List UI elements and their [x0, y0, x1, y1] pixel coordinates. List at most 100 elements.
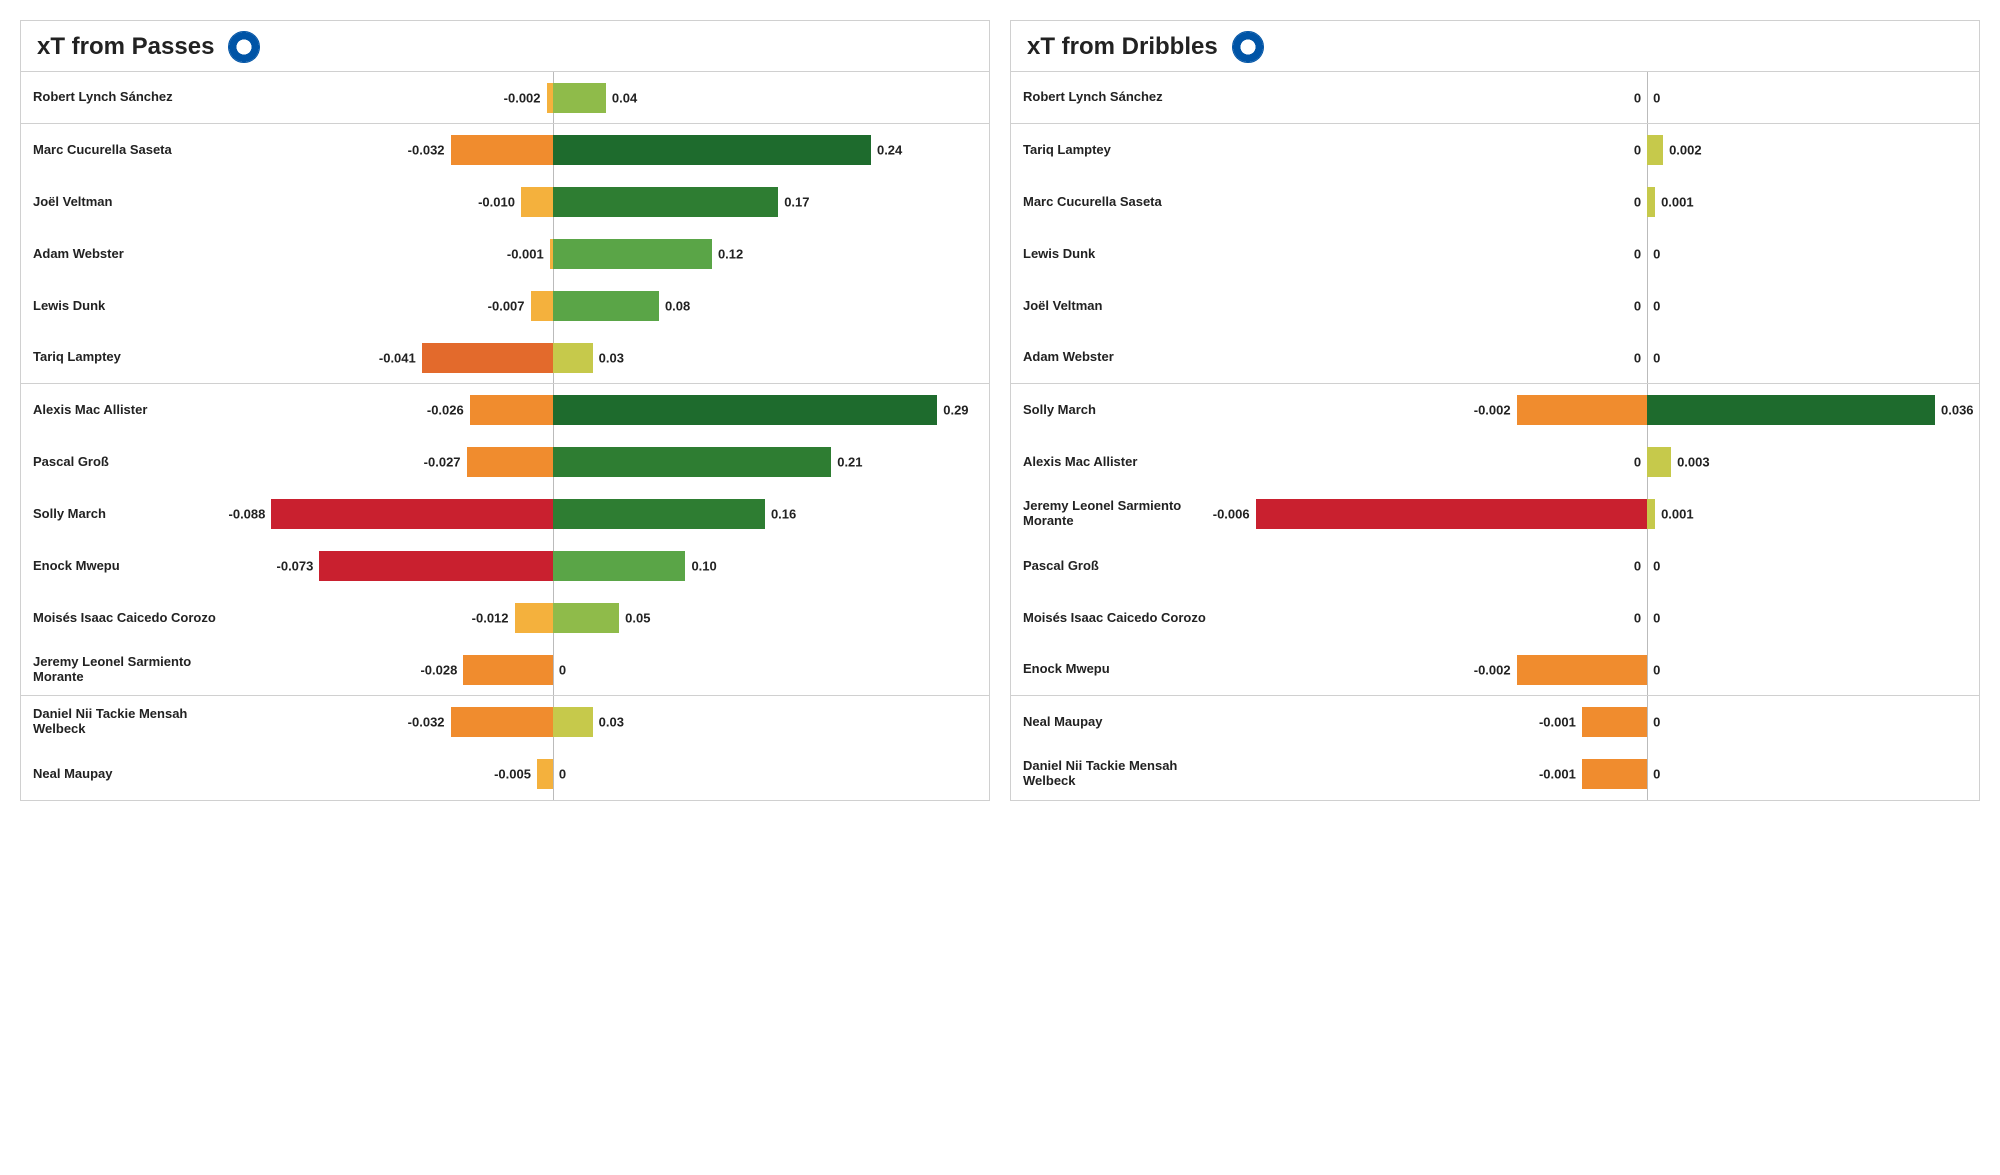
value-label-positive: 0	[1653, 662, 1660, 677]
value-label-positive: 0.12	[718, 247, 743, 262]
value-label-positive: 0.001	[1661, 195, 1694, 210]
player-name: Solly March	[1023, 403, 1223, 418]
chart-row: Neal Maupay-0.0010	[1011, 696, 1979, 748]
bar-negative	[1517, 395, 1647, 425]
bar-negative	[271, 499, 553, 529]
value-label-positive: 0	[559, 662, 566, 677]
player-name: Enock Mwepu	[1023, 662, 1223, 677]
bar-negative	[319, 551, 553, 581]
chart-row: Pascal Groß00	[1011, 540, 1979, 592]
value-label-negative: -0.032	[408, 143, 445, 158]
value-label-positive: 0	[1653, 715, 1660, 730]
chart-row: Daniel Nii Tackie Mensah Welbeck-0.0320.…	[21, 696, 989, 748]
value-label-positive: 0.03	[599, 350, 624, 365]
bar-positive	[553, 707, 593, 737]
bar-positive	[553, 83, 606, 113]
value-label-negative: -0.002	[504, 90, 541, 105]
bar-area: -0.0070.08	[233, 280, 977, 332]
value-label-negative: -0.006	[1213, 507, 1250, 522]
value-label-negative: 0	[1634, 611, 1641, 626]
bar-area: -0.0050	[233, 748, 977, 800]
value-label-negative: -0.041	[379, 350, 416, 365]
axis-zero	[1647, 332, 1648, 383]
value-label-positive: 0.16	[771, 507, 796, 522]
axis-zero	[553, 748, 554, 800]
bar-area: 00.002	[1223, 124, 1967, 176]
chart-row: Joël Veltman-0.0100.17	[21, 176, 989, 228]
player-name: Marc Cucurella Saseta	[33, 143, 233, 158]
bar-negative	[537, 759, 553, 789]
bar-area: 00.003	[1223, 436, 1967, 488]
chart-title: xT from Passes	[37, 33, 214, 61]
axis-zero	[1647, 72, 1648, 123]
player-name: Solly March	[33, 507, 233, 522]
bar-positive	[553, 447, 831, 477]
value-label-negative: -0.001	[507, 247, 544, 262]
chart-row: Robert Lynch Sánchez-0.0020.04	[21, 72, 989, 124]
axis-zero	[1647, 748, 1648, 800]
bar-area: 00	[1223, 592, 1967, 644]
axis-zero	[553, 644, 554, 695]
value-label-positive: 0.17	[784, 195, 809, 210]
value-label-positive: 0	[1653, 767, 1660, 782]
bar-positive	[553, 551, 686, 581]
player-name: Pascal Groß	[1023, 559, 1223, 574]
bar-positive	[553, 395, 937, 425]
chart-row: Tariq Lamptey-0.0410.03	[21, 332, 989, 384]
bar-area: -0.001 0	[1223, 748, 1967, 800]
chart-row: Adam Webster00	[1011, 332, 1979, 384]
bar-positive	[1647, 499, 1655, 529]
value-label-negative: -0.001	[1539, 767, 1576, 782]
player-name: Jeremy Leonel Sarmiento Morante	[1023, 499, 1223, 529]
bar-negative	[1582, 707, 1647, 737]
chart-header: xT from Passes	[21, 21, 989, 72]
value-label-positive: 0	[1653, 299, 1660, 314]
bar-negative	[1517, 655, 1647, 685]
bar-area: 00	[1223, 280, 1967, 332]
value-label-positive: 0.05	[625, 611, 650, 626]
value-label-negative: -0.027	[424, 455, 461, 470]
player-name: Neal Maupay	[33, 767, 233, 782]
value-label-positive: 0.03	[599, 715, 624, 730]
bar-negative	[470, 395, 553, 425]
axis-zero	[1647, 540, 1648, 592]
chart-row: Robert Lynch Sánchez00	[1011, 72, 1979, 124]
player-name: Alexis Mac Allister	[33, 403, 233, 418]
value-label-positive: 0.002	[1669, 143, 1702, 158]
bar-area: 00.001	[1223, 176, 1967, 228]
bar-positive	[553, 135, 871, 165]
player-name: Marc Cucurella Saseta	[1023, 195, 1223, 210]
chart-row: Enock Mwepu-0.0020	[1011, 644, 1979, 696]
chart-row: Alexis Mac Allister00.003	[1011, 436, 1979, 488]
player-name: Lewis Dunk	[1023, 247, 1223, 262]
bar-area: -0.0320.03	[233, 696, 977, 748]
bar-negative	[1256, 499, 1647, 529]
player-name: Joël Veltman	[1023, 299, 1223, 314]
value-label-positive: 0.04	[612, 90, 637, 105]
value-label-positive: 0	[1653, 90, 1660, 105]
bar-negative	[515, 603, 553, 633]
bar-area: -0.0020	[1223, 644, 1967, 695]
value-label-positive: 0	[1653, 350, 1660, 365]
club-badge-icon	[228, 31, 260, 63]
bar-negative	[451, 707, 553, 737]
bar-positive	[1647, 135, 1663, 165]
value-label-positive: 0.24	[877, 143, 902, 158]
bar-negative	[463, 655, 553, 685]
club-badge-icon	[1232, 31, 1264, 63]
bar-area: -0.032 0.24	[233, 124, 977, 176]
bar-negative	[531, 291, 553, 321]
bar-area: -0.0100.17	[233, 176, 977, 228]
chart-row: Lewis Dunk00	[1011, 228, 1979, 280]
player-name: Adam Webster	[33, 247, 233, 262]
player-name: Lewis Dunk	[33, 299, 233, 314]
chart-row: Lewis Dunk-0.0070.08	[21, 280, 989, 332]
value-label-positive: 0.001	[1661, 507, 1694, 522]
value-label-negative: -0.001	[1539, 715, 1576, 730]
chart-row: Tariq Lamptey00.002	[1011, 124, 1979, 176]
value-label-positive: 0.10	[691, 559, 716, 574]
charts-container: xT from PassesRobert Lynch Sánchez-0.002…	[20, 20, 1980, 801]
bar-positive	[553, 499, 765, 529]
value-label-negative: -0.073	[277, 559, 314, 574]
chart-row: Moisés Isaac Caicedo Corozo-0.0120.05	[21, 592, 989, 644]
